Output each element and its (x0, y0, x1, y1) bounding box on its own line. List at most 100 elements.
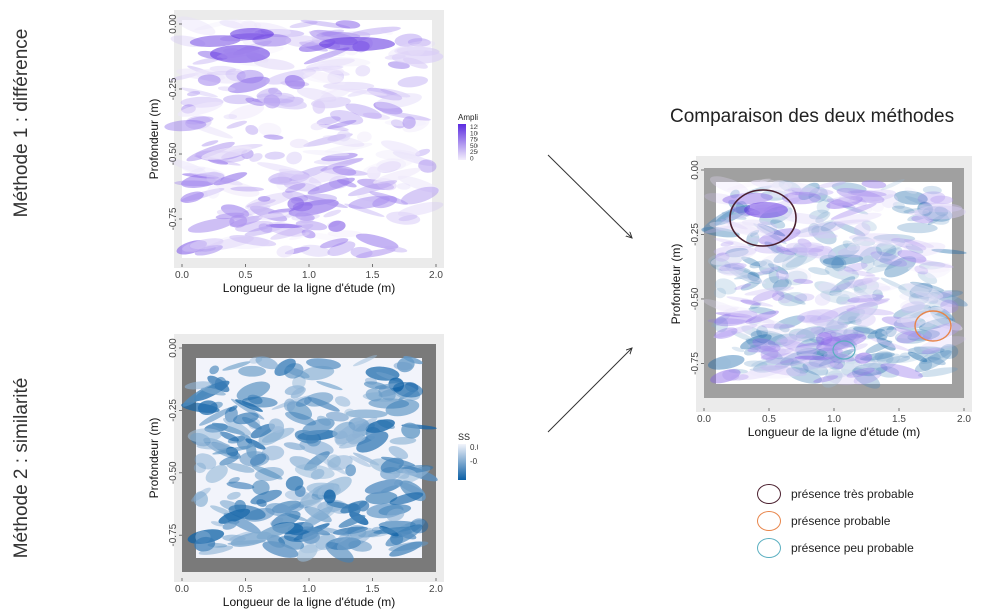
amplitude-blob (840, 298, 889, 306)
x-tick-label: 1.0 (827, 414, 841, 425)
amplitude-blob (730, 374, 749, 381)
ss-blob (381, 456, 416, 467)
ss-blob (300, 365, 335, 381)
ss-blob (786, 367, 823, 384)
amplitude-blob (276, 245, 295, 258)
ss-blob (896, 222, 938, 234)
amplitude-blob (176, 16, 216, 36)
amplitude-blob (324, 142, 373, 153)
amplitude-blob (220, 204, 250, 219)
ss-blob (364, 479, 403, 494)
amplitude-blob (887, 259, 915, 267)
ss-blob (928, 289, 968, 307)
ss-legend-tick: -0.5 (470, 457, 478, 466)
amplitude-blob (846, 298, 890, 312)
amplitude-blob (208, 158, 229, 165)
amplitude-blob (829, 360, 844, 370)
amplitude-blob (853, 370, 882, 385)
amplitude-blob (327, 230, 362, 238)
amplitude-blob (380, 88, 411, 98)
ss-blob (820, 289, 860, 305)
amplitude-blob (819, 346, 848, 355)
ss-blob (218, 508, 251, 524)
amplitude-blob (388, 40, 436, 58)
ss-blob (919, 357, 933, 371)
amplitude-blob (760, 348, 794, 360)
ss-blob (345, 464, 357, 477)
amplitude-blob (740, 299, 761, 306)
amplitude-blob (186, 141, 235, 162)
ss-blob (913, 346, 941, 360)
amplitude-blob (245, 97, 265, 106)
amplitude-blob (308, 167, 349, 184)
amplitude-blob (340, 88, 388, 96)
amplitude-blob (226, 120, 247, 129)
amplitude-blob (402, 57, 428, 69)
ss-blob (184, 381, 212, 390)
x-tick-label: 0.0 (175, 270, 189, 281)
ss-blob (880, 178, 905, 191)
ss-blob (860, 255, 875, 271)
arrow-method2-to-comparison (547, 348, 632, 433)
ss-blob (875, 366, 900, 378)
ss-blob (743, 360, 768, 368)
amplitude-blob (919, 320, 934, 328)
ss-blob (809, 315, 835, 326)
amplitude-blob (799, 355, 843, 371)
amplitude-blob (402, 116, 416, 129)
amplitude-blob (855, 189, 897, 202)
amplitude-blob (296, 87, 337, 102)
amplitude-legend-tick: 5000 (470, 143, 478, 150)
ss-blob (918, 261, 946, 270)
ss-blob (907, 211, 931, 222)
amplitude-blob (246, 199, 276, 208)
amplitude-blob (853, 352, 868, 360)
ss-blob (809, 209, 829, 220)
y-tick-label: 0.00 (690, 160, 701, 180)
ss-blob (702, 208, 736, 232)
amplitude-blob (896, 330, 922, 344)
amplitude-blob (301, 229, 316, 239)
amplitude-blob (920, 313, 963, 331)
amplitude-blob (786, 242, 837, 259)
ss-blob (859, 352, 895, 361)
ss-blob (823, 308, 860, 334)
amplitude-blob (846, 367, 875, 378)
amplitude-blob (794, 355, 832, 361)
ss-blob (362, 392, 405, 402)
ss-blob (365, 491, 398, 505)
amplitude-blob (722, 369, 740, 381)
ss-blob (255, 356, 279, 370)
amplitude-blob (758, 228, 801, 245)
ss-blob (899, 352, 911, 358)
x-tick-label: 0.0 (697, 414, 711, 425)
ss-blob (820, 221, 837, 232)
ss-blob (898, 283, 934, 300)
x-tick-label: 2.0 (957, 414, 971, 425)
ss-blob (767, 333, 798, 348)
amplitude-blob (828, 196, 854, 204)
ss-blob (245, 438, 266, 450)
amplitude-blob (847, 294, 885, 303)
y-tick-label: -0.50 (690, 287, 701, 310)
amplitude-blob (796, 353, 835, 369)
amplitude-blob (707, 318, 748, 325)
legend-label-unlikely: présence peu probable (791, 541, 914, 555)
ss-blob (853, 327, 878, 335)
amplitude-blob (310, 122, 326, 131)
ss-blob (274, 358, 296, 376)
amplitude-blob (321, 88, 338, 95)
ss-blob (713, 316, 729, 333)
ss-blob (740, 334, 772, 350)
legend-swatch-very-probable (757, 484, 781, 504)
ss-blob (795, 326, 825, 339)
amplitude-blob (323, 81, 375, 91)
ss-blob (907, 351, 928, 363)
amplitude-blob (881, 194, 898, 209)
amplitude-blob (264, 151, 285, 160)
ss-blob (732, 266, 762, 283)
amplitude-blob (897, 250, 927, 263)
x-tick-label: 1.5 (892, 414, 906, 425)
y-tick-label: 0.00 (168, 14, 179, 34)
ss-blob (876, 353, 894, 365)
